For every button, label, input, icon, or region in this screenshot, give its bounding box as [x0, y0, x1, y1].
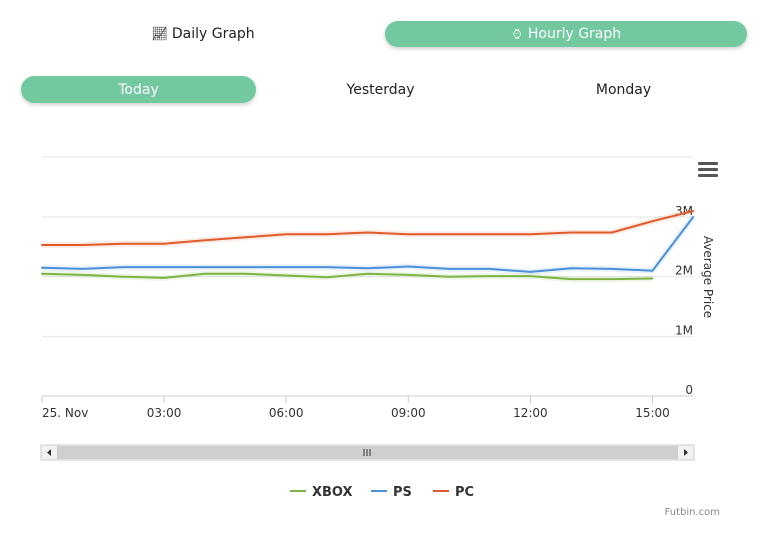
y-axis-title: Average Price — [701, 236, 715, 318]
hourly-graph-button[interactable]: ⌚︎ Hourly Graph — [385, 21, 747, 47]
daily-graph-label: Daily Graph — [171, 26, 255, 42]
tab-yesterday-label: Yesterday — [346, 81, 415, 98]
legend-label-ps: PS — [393, 485, 412, 500]
daily-graph-button[interactable]: 📈︎ Daily Graph — [22, 21, 384, 47]
x-tick-label: 25. Nov — [42, 406, 88, 420]
credit-label: Futbin.com — [665, 507, 720, 518]
legend-label-xbox: XBOX — [312, 485, 353, 500]
x-tick-label: 15:00 — [635, 406, 670, 420]
hourly-graph-label: Hourly Graph — [527, 26, 622, 42]
tab-today-label: Today — [118, 81, 159, 98]
x-tick-label: 09:00 — [391, 406, 426, 420]
x-tick-label: 03:00 — [147, 406, 182, 420]
y-tick-label: 1M — [675, 323, 693, 337]
y-tick-label: 2M — [675, 264, 693, 278]
x-tick-label: 06:00 — [269, 406, 304, 420]
scroll-right-arrow-icon — [684, 449, 688, 456]
tab-monday-label: Monday — [595, 81, 652, 98]
y-tick-label: 0 — [685, 383, 693, 397]
series-line-xbox — [41, 272, 654, 281]
series-line-pc-glow — [42, 208, 694, 248]
tab-monday[interactable]: Monday — [506, 76, 741, 103]
x-tick-label: 12:00 — [513, 406, 548, 420]
watch-icon: ⌚︎ — [510, 27, 524, 43]
legend-label-pc: PC — [455, 485, 474, 500]
scroll-left-arrow-icon — [47, 449, 51, 456]
tab-today[interactable]: Today — [21, 76, 256, 103]
area-chart-icon: 📈︎ — [151, 26, 168, 42]
series-line-pc — [41, 210, 695, 246]
chart-menu-icon[interactable] — [698, 162, 718, 179]
tab-yesterday[interactable]: Yesterday — [263, 76, 498, 103]
series-line-ps — [41, 216, 695, 273]
